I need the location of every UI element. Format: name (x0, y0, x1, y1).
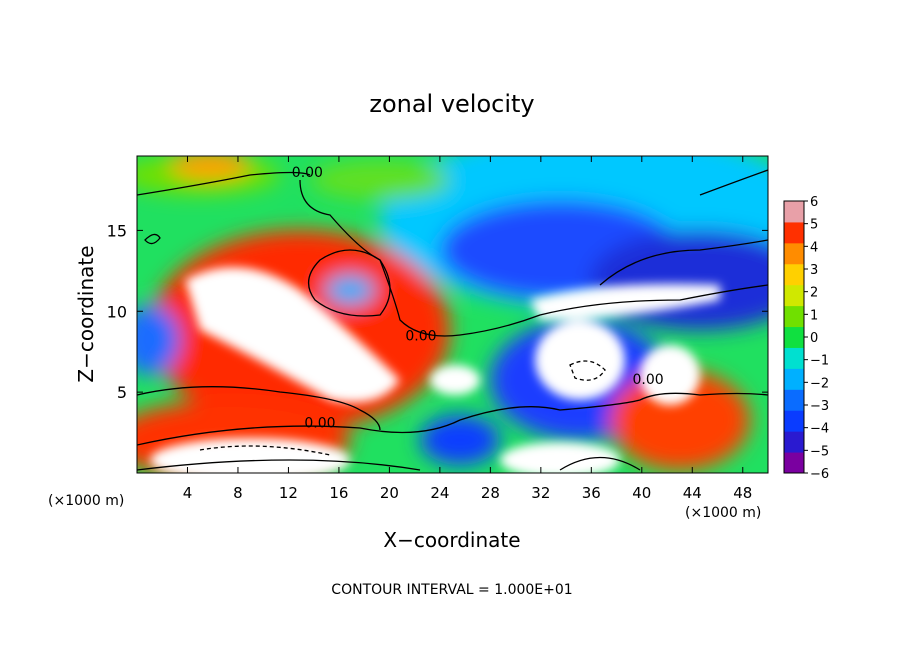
colorbar-tick-label: 5 (810, 218, 818, 233)
x-axis-ticks: 4 8 12 16 20 24 28 32 36 40 44 48 (183, 156, 752, 502)
x-tick-label: 40 (632, 484, 651, 502)
colorbar-tick-label: −1 (810, 354, 829, 369)
x-tick-label: 4 (183, 484, 193, 502)
colorbar-tick-label: −4 (810, 422, 829, 437)
y-tick-label: 15 (107, 221, 127, 240)
contour-label: 0.00 (304, 416, 335, 432)
x-tick-label: 48 (733, 484, 752, 502)
colorbar-swatch (784, 263, 804, 286)
colorbar-tick-label: 4 (810, 240, 818, 255)
x-tick-label: 28 (481, 484, 500, 502)
colorbar-swatch (784, 347, 804, 369)
y-tick-label: 10 (107, 302, 127, 321)
colorbar: 6 5 4 3 2 1 0 −1 −2 −3 −4 −5 −6 (783, 195, 829, 482)
contour-labels: 0.00 0.00 0.00 0.00 (292, 165, 664, 432)
x-tick-label: 24 (430, 484, 449, 502)
colorbar-tick-label: −6 (810, 467, 829, 482)
colorbar-swatch (784, 242, 804, 265)
contour-label: 0.00 (405, 328, 436, 344)
contour-lines (137, 169, 768, 471)
x-tick-label: 20 (380, 484, 399, 502)
colorbar-tick-label: 2 (810, 286, 818, 301)
colorbar-tick-label: 6 (810, 195, 818, 210)
colorbar-swatch (784, 431, 804, 453)
colorbar-swatch (784, 452, 804, 474)
x-tick-label: 8 (233, 484, 243, 502)
chart-title: zonal velocity (369, 90, 534, 118)
colorbar-swatch (784, 221, 804, 244)
colorbar-tick-label: 0 (810, 331, 818, 346)
colorbar-swatch (784, 326, 804, 348)
y-axis-ticks: 5 10 15 (107, 221, 768, 402)
colorbar-swatch (784, 368, 804, 390)
colorbar-swatch (784, 389, 804, 411)
colorbar-tick-label: −2 (810, 376, 829, 391)
colorbar-swatch (784, 201, 804, 223)
x-tick-label: 36 (582, 484, 601, 502)
contour-label: 0.00 (633, 372, 664, 388)
x-tick-label: 12 (279, 484, 298, 502)
x-axis-label: X−coordinate (383, 528, 520, 552)
x-tick-label: 44 (683, 484, 702, 502)
x-unit-label: (×1000 m) (685, 505, 761, 521)
velocity-field (137, 156, 768, 473)
contour-interval-note: CONTOUR INTERVAL = 1.000E+01 (331, 582, 572, 598)
y-axis-label: Z−coordinate (74, 245, 98, 382)
x-tick-label: 32 (531, 484, 550, 502)
y-unit-label: (×1000 m) (48, 493, 124, 509)
x-tick-label: 16 (329, 484, 348, 502)
colorbar-tick-label: 3 (810, 263, 818, 278)
y-tick-label: 5 (117, 383, 127, 402)
colorbar-swatch (784, 410, 804, 432)
colorbar-swatch (784, 284, 804, 307)
colorbar-tick-label: 1 (810, 308, 818, 323)
colorbar-tick-label: −3 (810, 399, 829, 414)
colorbar-tick-label: −5 (810, 444, 829, 459)
contour-label: 0.00 (292, 165, 323, 181)
colorbar-swatch (784, 305, 804, 328)
plot-frame (136, 155, 769, 474)
